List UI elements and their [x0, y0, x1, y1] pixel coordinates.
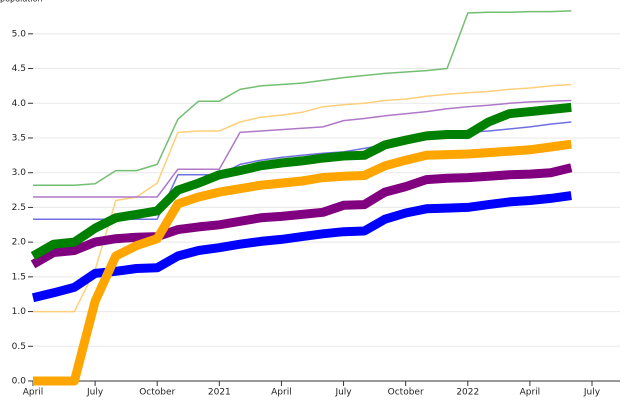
y-tick-label: 5.0	[12, 29, 27, 39]
y-tick-label: 2.0	[12, 238, 27, 248]
series-line	[30, 163, 573, 269]
x-tick-label: July	[86, 388, 104, 398]
x-tick-label: July	[334, 388, 352, 398]
x-tick-label: 2021	[208, 388, 231, 398]
y-tick-label: 0.5	[12, 342, 26, 352]
y-tick-label: 0.0	[12, 377, 27, 387]
x-tick-label: October	[139, 388, 175, 398]
y-tick-label: 1.5	[12, 272, 26, 282]
x-tick-label: April	[23, 388, 44, 398]
series-line	[30, 102, 572, 260]
x-tick-label: October	[388, 388, 424, 398]
x-tick-label: April	[271, 388, 292, 398]
series-line	[33, 99, 572, 198]
series-line	[33, 139, 572, 386]
x-tick-label: 2022	[456, 388, 479, 398]
y-tick-label: 4.0	[12, 99, 27, 109]
y-tick-label: 3.5	[12, 133, 26, 143]
x-tick-label: April	[520, 388, 541, 398]
y-tick-label: 1.0	[12, 307, 27, 317]
y-tick-label: 3.0	[12, 168, 27, 178]
series-line	[33, 83, 572, 313]
series-line	[33, 10, 572, 186]
x-tick-label: July	[583, 388, 601, 398]
chart-title: population	[0, 0, 43, 4]
y-tick-label: 2.5	[12, 203, 26, 213]
series-line	[31, 191, 572, 303]
y-tick-label: 4.5	[12, 64, 26, 74]
